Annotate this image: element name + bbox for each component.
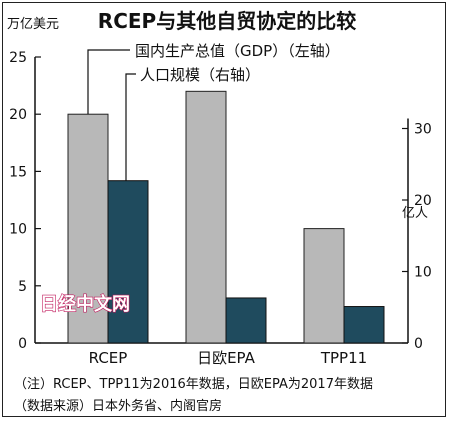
legend-leader-gdp	[87, 49, 130, 115]
y-right-tick-label: 30	[414, 122, 432, 138]
y-left-tick-label: 5	[18, 279, 27, 295]
y-right-tick-label: 20	[414, 193, 432, 209]
bar-population-2	[343, 306, 385, 344]
y-axis-left-label: 万亿美元	[7, 17, 59, 32]
y-left-tick-label: 20	[9, 107, 27, 123]
legend-item-gdp: 国内生产总值（GDP）（左轴）	[135, 42, 340, 60]
chart-title: RCEP与其他自贸协定的比较	[98, 9, 356, 33]
y-left-tick-label: 10	[9, 222, 27, 238]
tick-labels: 0 5 10 15 20 25 0 10 20 30 RCEP 日欧EPA TPP11	[9, 50, 432, 367]
bar-population-0	[107, 180, 149, 344]
bar-population-1	[225, 297, 267, 344]
y-left-tick-label: 25	[9, 50, 27, 66]
y-left-tick-label: 0	[18, 336, 27, 352]
bar-gdp-2	[303, 228, 345, 344]
y-right-tick-label: 10	[414, 265, 432, 281]
x-category-label: TPP11	[320, 349, 367, 367]
note-text: （注）RCEP、TPP11为2016年数据，日欧EPA为2017年数据	[14, 377, 373, 392]
legend-leader-population	[125, 73, 136, 181]
bar-gdp-1	[185, 90, 227, 344]
y-left-tick-label: 15	[9, 164, 27, 180]
legend-item-population: 人口规模（右轴）	[140, 66, 260, 84]
watermark: 日经中文网	[40, 293, 130, 315]
x-category-label: RCEP	[89, 349, 128, 367]
source-text: （数据来源）日本外务省、内阁官房	[14, 398, 222, 414]
y-right-tick-label: 0	[414, 336, 423, 352]
legend: 国内生产总值（GDP）（左轴） 人口规模（右轴）	[87, 42, 340, 181]
x-category-label: 日欧EPA	[197, 349, 256, 367]
